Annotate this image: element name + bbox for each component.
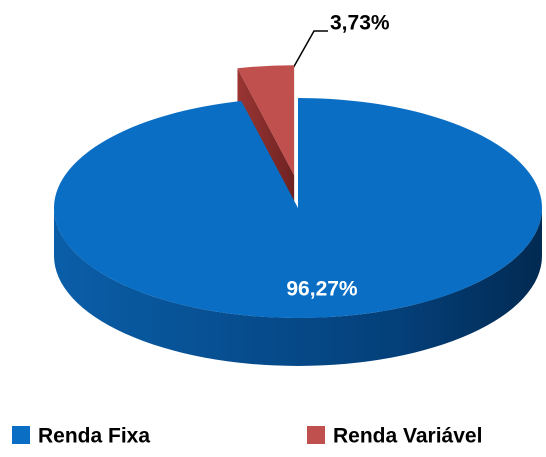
data-label: 3,73% bbox=[330, 12, 390, 35]
data-label: 96,27% bbox=[286, 278, 358, 301]
legend-swatch bbox=[307, 426, 325, 444]
legend-label: Renda Fixa bbox=[38, 425, 150, 448]
legend-swatch bbox=[12, 426, 30, 444]
slice-side bbox=[54, 208, 542, 366]
slice bbox=[237, 65, 295, 176]
slice bbox=[53, 98, 542, 318]
leader-line bbox=[291, 30, 328, 71]
legend-label: Renda Variável bbox=[333, 425, 482, 448]
